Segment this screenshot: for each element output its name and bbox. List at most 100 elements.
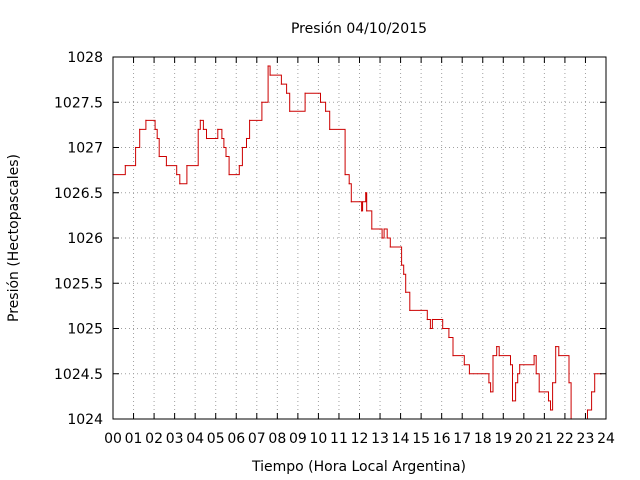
data-point (509, 364, 512, 366)
x-tick-label: 04 (186, 431, 204, 447)
data-point (448, 336, 450, 339)
series-layer (112, 65, 602, 420)
x-tick-label: 20 (515, 431, 533, 447)
data-point (154, 128, 156, 130)
data-point (547, 400, 550, 402)
x-tick-label: 12 (351, 431, 369, 447)
data-point (365, 192, 367, 194)
data-point (403, 273, 405, 275)
data-point (165, 165, 167, 167)
x-tick-label: 18 (474, 431, 492, 447)
y-tick-label: 1027.5 (54, 95, 103, 111)
x-tick-label: 02 (145, 431, 163, 447)
y-tick-label: 1024 (67, 412, 103, 428)
x-tick-label: 23 (577, 431, 595, 447)
x-tick-label: 06 (227, 431, 245, 447)
data-point (488, 382, 490, 384)
data-point (371, 228, 373, 230)
data-point (289, 110, 291, 112)
data-point (124, 165, 126, 167)
data-point (389, 246, 391, 248)
data-point (361, 210, 363, 212)
data-point (238, 165, 240, 167)
data-point (519, 364, 521, 366)
data-point (139, 128, 141, 130)
x-tick-label: 00 (104, 431, 122, 447)
x-tick-label: 16 (433, 431, 451, 447)
data-point (538, 391, 540, 393)
y-tick-label: 1026.5 (54, 186, 103, 202)
data-point (267, 65, 269, 67)
data-point (463, 364, 465, 366)
data-point (304, 92, 306, 94)
data-point (245, 137, 248, 140)
data-point (535, 373, 537, 375)
data-point (249, 119, 251, 121)
x-tick-label: 03 (166, 431, 184, 447)
data-point (202, 128, 204, 130)
data-point (568, 382, 570, 384)
data-point (594, 373, 596, 375)
y-axis: 1024 1024.5 1025 1025.5 1026 1026.5 1027 1027.5… (54, 50, 606, 428)
data-point (197, 128, 199, 130)
data-point (199, 119, 201, 121)
x-tick-label: 21 (535, 431, 553, 447)
data-point (241, 146, 243, 149)
x-tick-label: 15 (412, 431, 430, 447)
data-point (452, 355, 454, 357)
data-point (517, 373, 519, 375)
data-point (217, 128, 219, 130)
data-point (386, 237, 388, 239)
data-point (221, 137, 223, 140)
y-tick-label: 1025.5 (54, 276, 103, 292)
data-point (431, 318, 433, 321)
x-tick-label: 22 (556, 431, 574, 447)
data-point (350, 201, 352, 203)
data-point (269, 74, 271, 76)
x-tick-label: 13 (371, 431, 389, 447)
x-tick-label: 10 (310, 431, 328, 447)
x-axis: 00 01 02 03 04 05 06 07 08 09 10 11 12 13 14 15 16 17 18 19… (104, 57, 615, 447)
data-point (552, 382, 554, 384)
data-point (511, 400, 514, 402)
data-point (549, 409, 552, 411)
data-point (366, 210, 368, 212)
y-axis-label: Presión (Hectopascales) (6, 154, 22, 322)
data-point (280, 83, 282, 85)
data-point (158, 155, 160, 158)
data-point (329, 128, 331, 130)
x-tick-label: 07 (248, 431, 266, 447)
data-point (179, 183, 181, 185)
data-point (401, 264, 403, 266)
data-point (591, 391, 593, 393)
chart-title: Presión 04/10/2015 (291, 21, 427, 37)
y-tick-label: 1027 (67, 141, 103, 157)
data-point (223, 146, 225, 149)
data-point (533, 355, 535, 357)
data-point (286, 92, 288, 94)
x-tick-label: 01 (125, 431, 143, 447)
data-point (348, 183, 350, 185)
data-point (176, 174, 178, 176)
x-tick-label: 14 (392, 431, 410, 447)
x-tick-label: 05 (207, 431, 225, 447)
data-point (555, 346, 557, 348)
data-point (156, 137, 158, 140)
x-tick-label: 08 (268, 431, 286, 447)
x-tick-label: 19 (494, 431, 512, 447)
y-tick-label: 1028 (67, 50, 103, 66)
data-point (409, 309, 411, 311)
y-tick-label: 1026 (67, 231, 103, 247)
data-point (205, 137, 208, 140)
pressure-series-line (113, 65, 601, 420)
data-point (261, 101, 263, 103)
x-tick-label: 17 (453, 431, 471, 447)
x-tick-label: 09 (289, 431, 307, 447)
data-point (381, 237, 383, 239)
data-point (405, 291, 407, 293)
data-point (492, 355, 494, 357)
data-point (344, 174, 346, 176)
data-point (515, 382, 517, 384)
data-point (186, 165, 188, 167)
